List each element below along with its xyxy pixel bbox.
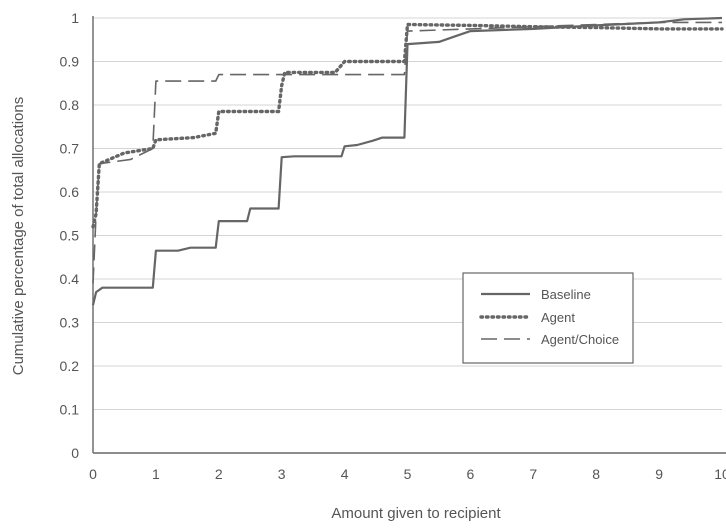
legend: Baseline Agent Agent/Choice [462,272,634,364]
x-tick-label: 10 [714,466,726,482]
y-tick-label: 0.7 [60,141,80,157]
y-tick-label: 1 [71,10,79,26]
x-tick-label: 2 [215,466,223,482]
x-tick-label: 9 [655,466,663,482]
series-line-baseline [91,16,723,306]
x-tick-labels: 0 1 2 3 4 5 6 7 8 9 10 [89,466,726,482]
x-tick-label: 0 [89,466,97,482]
y-tick-label: 0.4 [60,271,80,287]
series-line-agent [91,22,724,229]
y-tick-label: 0.9 [60,54,80,70]
legend-label: Agent/Choice [541,332,619,347]
legend-label: Agent [541,310,575,325]
x-tick-label: 5 [404,466,412,482]
y-tick-label: 0.1 [60,402,80,418]
y-tick-label: 0.6 [60,184,80,200]
y-axis-title: Cumulative percentage of total allocatio… [10,97,27,376]
axes [92,16,726,454]
y-tick-label: 0.2 [60,358,80,374]
y-tick-label: 0.5 [60,228,80,244]
y-tick-label: 0.8 [60,97,80,113]
x-tick-label: 4 [341,466,349,482]
x-tick-label: 7 [529,466,537,482]
series-lines [91,16,724,306]
x-tick-label: 3 [278,466,286,482]
y-tick-labels: 0 0.1 0.2 0.3 0.4 0.5 0.6 0.7 0.8 0.9 1 [60,10,80,461]
x-axis-title: Amount given to recipient [331,505,501,522]
legend-items: Baseline Agent Agent/Choice [479,287,619,347]
x-tick-label: 8 [592,466,600,482]
legend-label: Baseline [541,287,591,302]
y-tick-label: 0 [71,445,79,461]
series-line-agent-choice [92,21,722,284]
y-tick-label: 0.3 [60,315,80,331]
x-tick-label: 1 [152,466,160,482]
x-tick-label: 6 [467,466,475,482]
